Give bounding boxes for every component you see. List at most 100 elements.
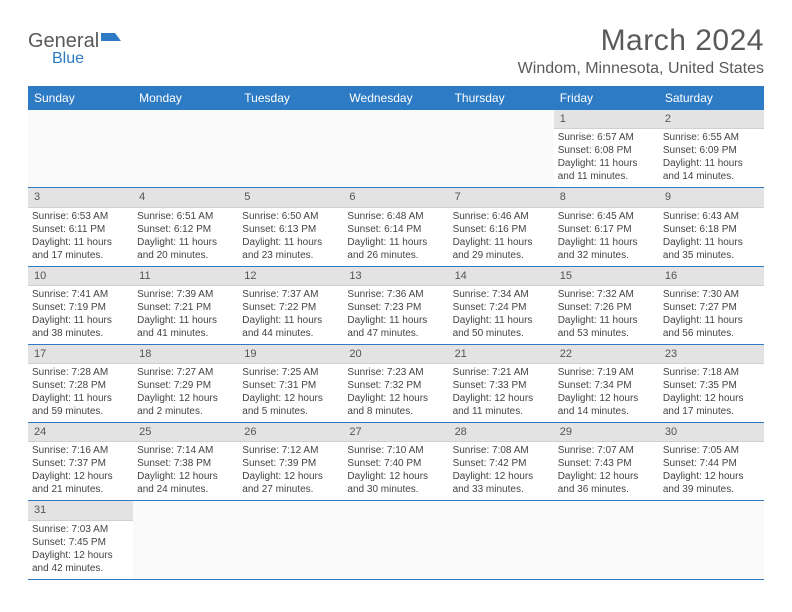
day-cell: 12Sunrise: 7:37 AMSunset: 7:22 PMDayligh…	[238, 267, 343, 344]
sunrise-text: Sunrise: 7:41 AM	[32, 288, 129, 301]
sunset-text: Sunset: 7:24 PM	[453, 301, 550, 314]
day-cell: 8Sunrise: 6:45 AMSunset: 6:17 PMDaylight…	[554, 188, 659, 265]
day-cell: 13Sunrise: 7:36 AMSunset: 7:23 PMDayligh…	[343, 267, 448, 344]
day-cell: 2Sunrise: 6:55 AMSunset: 6:09 PMDaylight…	[659, 110, 764, 187]
daylight-text: Daylight: 12 hours and 27 minutes.	[242, 470, 339, 496]
sunset-text: Sunset: 6:17 PM	[558, 223, 655, 236]
sunrise-text: Sunrise: 7:08 AM	[453, 444, 550, 457]
daylight-text: Daylight: 12 hours and 30 minutes.	[347, 470, 444, 496]
sunrise-text: Sunrise: 7:36 AM	[347, 288, 444, 301]
daylight-text: Daylight: 11 hours and 26 minutes.	[347, 236, 444, 262]
day-content: Sunrise: 6:43 AMSunset: 6:18 PMDaylight:…	[659, 208, 764, 266]
day-cell-empty	[449, 110, 554, 187]
sunset-text: Sunset: 7:19 PM	[32, 301, 129, 314]
sunrise-text: Sunrise: 6:45 AM	[558, 210, 655, 223]
day-number: 22	[554, 345, 659, 364]
calendar-week: 3Sunrise: 6:53 AMSunset: 6:11 PMDaylight…	[28, 188, 764, 266]
daylight-text: Daylight: 12 hours and 39 minutes.	[663, 470, 760, 496]
daylight-text: Daylight: 11 hours and 41 minutes.	[137, 314, 234, 340]
sunrise-text: Sunrise: 7:39 AM	[137, 288, 234, 301]
weekday-header: Saturday	[659, 86, 764, 110]
sunrise-text: Sunrise: 6:57 AM	[558, 131, 655, 144]
day-number: 29	[554, 423, 659, 442]
sunset-text: Sunset: 7:42 PM	[453, 457, 550, 470]
sunset-text: Sunset: 6:14 PM	[347, 223, 444, 236]
sunset-text: Sunset: 6:18 PM	[663, 223, 760, 236]
day-cell: 11Sunrise: 7:39 AMSunset: 7:21 PMDayligh…	[133, 267, 238, 344]
sunrise-text: Sunrise: 6:50 AM	[242, 210, 339, 223]
day-cell: 4Sunrise: 6:51 AMSunset: 6:12 PMDaylight…	[133, 188, 238, 265]
weekday-header: Monday	[133, 86, 238, 110]
day-cell-empty	[238, 501, 343, 578]
day-content: Sunrise: 7:30 AMSunset: 7:27 PMDaylight:…	[659, 286, 764, 344]
day-content: Sunrise: 7:34 AMSunset: 7:24 PMDaylight:…	[449, 286, 554, 344]
daylight-text: Daylight: 12 hours and 11 minutes.	[453, 392, 550, 418]
daylight-text: Daylight: 12 hours and 8 minutes.	[347, 392, 444, 418]
day-content: Sunrise: 7:25 AMSunset: 7:31 PMDaylight:…	[238, 364, 343, 422]
calendar: SundayMondayTuesdayWednesdayThursdayFrid…	[28, 86, 764, 580]
day-cell: 28 Sunrise: 7:08 AMSunset: 7:42 PMDayligh…	[449, 423, 554, 500]
day-cell: 1Sunrise: 6:57 AMSunset: 6:08 PMDaylight…	[554, 110, 659, 187]
day-cell: 25Sunrise: 7:14 AMSunset: 7:38 PMDayligh…	[133, 423, 238, 500]
day-cell: 15Sunrise: 7:32 AMSunset: 7:26 PMDayligh…	[554, 267, 659, 344]
sunrise-text: Sunrise: 7:28 AM	[32, 366, 129, 379]
day-number: 6	[343, 188, 448, 207]
sunset-text: Sunset: 7:33 PM	[453, 379, 550, 392]
day-cell-empty	[343, 110, 448, 187]
sunset-text: Sunset: 7:34 PM	[558, 379, 655, 392]
day-cell: 10Sunrise: 7:41 AMSunset: 7:19 PMDayligh…	[28, 267, 133, 344]
day-cell-empty	[343, 501, 448, 578]
day-number: 26	[238, 423, 343, 442]
sunset-text: Sunset: 7:27 PM	[663, 301, 760, 314]
day-cell: 3Sunrise: 6:53 AMSunset: 6:11 PMDaylight…	[28, 188, 133, 265]
day-cell: 14Sunrise: 7:34 AMSunset: 7:24 PMDayligh…	[449, 267, 554, 344]
weekday-header: Sunday	[28, 86, 133, 110]
day-cell: 30Sunrise: 7:05 AMSunset: 7:44 PMDayligh…	[659, 423, 764, 500]
logo: General	[28, 24, 123, 53]
sunset-text: Sunset: 7:23 PM	[347, 301, 444, 314]
day-number: 30	[659, 423, 764, 442]
day-number: 3	[28, 188, 133, 207]
sunset-text: Sunset: 7:44 PM	[663, 457, 760, 470]
calendar-week: 17Sunrise: 7:28 AMSunset: 7:28 PMDayligh…	[28, 345, 764, 423]
sunrise-text: Sunrise: 7:32 AM	[558, 288, 655, 301]
day-number: 18	[133, 345, 238, 364]
sunrise-text: Sunrise: 7:37 AM	[242, 288, 339, 301]
day-content: Sunrise: 7:18 AMSunset: 7:35 PMDaylight:…	[659, 364, 764, 422]
day-cell-empty	[133, 110, 238, 187]
daylight-text: Daylight: 11 hours and 56 minutes.	[663, 314, 760, 340]
day-content: Sunrise: 7:41 AMSunset: 7:19 PMDaylight:…	[28, 286, 133, 344]
day-number: 27	[343, 423, 448, 442]
day-cell-empty	[28, 110, 133, 187]
day-content: Sunrise: 6:57 AMSunset: 6:08 PMDaylight:…	[554, 129, 659, 187]
day-cell: 31Sunrise: 7:03 AMSunset: 7:45 PMDayligh…	[28, 501, 133, 578]
day-content: Sunrise: 6:53 AMSunset: 6:11 PMDaylight:…	[28, 208, 133, 266]
day-cell: 16Sunrise: 7:30 AMSunset: 7:27 PMDayligh…	[659, 267, 764, 344]
sunset-text: Sunset: 7:21 PM	[137, 301, 234, 314]
weekday-header: Friday	[554, 86, 659, 110]
day-number: 28	[449, 423, 554, 442]
day-content: Sunrise: 6:51 AMSunset: 6:12 PMDaylight:…	[133, 208, 238, 266]
day-number: 5	[238, 188, 343, 207]
daylight-text: Daylight: 12 hours and 21 minutes.	[32, 470, 129, 496]
day-cell: 6Sunrise: 6:48 AMSunset: 6:14 PMDaylight…	[343, 188, 448, 265]
day-number: 19	[238, 345, 343, 364]
weekday-header: Tuesday	[238, 86, 343, 110]
sunrise-text: Sunrise: 7:25 AM	[242, 366, 339, 379]
day-content: Sunrise: 6:46 AMSunset: 6:16 PMDaylight:…	[449, 208, 554, 266]
day-cell: 24Sunrise: 7:16 AMSunset: 7:37 PMDayligh…	[28, 423, 133, 500]
sunset-text: Sunset: 6:12 PM	[137, 223, 234, 236]
day-number: 17	[28, 345, 133, 364]
day-number: 2	[659, 110, 764, 129]
sunrise-text: Sunrise: 7:27 AM	[137, 366, 234, 379]
calendar-body: 1Sunrise: 6:57 AMSunset: 6:08 PMDaylight…	[28, 110, 764, 580]
day-content: Sunrise: 6:50 AMSunset: 6:13 PMDaylight:…	[238, 208, 343, 266]
calendar-week: 1Sunrise: 6:57 AMSunset: 6:08 PMDaylight…	[28, 110, 764, 188]
day-number: 9	[659, 188, 764, 207]
day-content: Sunrise: 7:32 AMSunset: 7:26 PMDaylight:…	[554, 286, 659, 344]
sunrise-text: Sunrise: 7:14 AM	[137, 444, 234, 457]
daylight-text: Daylight: 12 hours and 33 minutes.	[453, 470, 550, 496]
day-cell-empty	[659, 501, 764, 578]
day-number: 23	[659, 345, 764, 364]
day-content: Sunrise: 7:27 AMSunset: 7:29 PMDaylight:…	[133, 364, 238, 422]
